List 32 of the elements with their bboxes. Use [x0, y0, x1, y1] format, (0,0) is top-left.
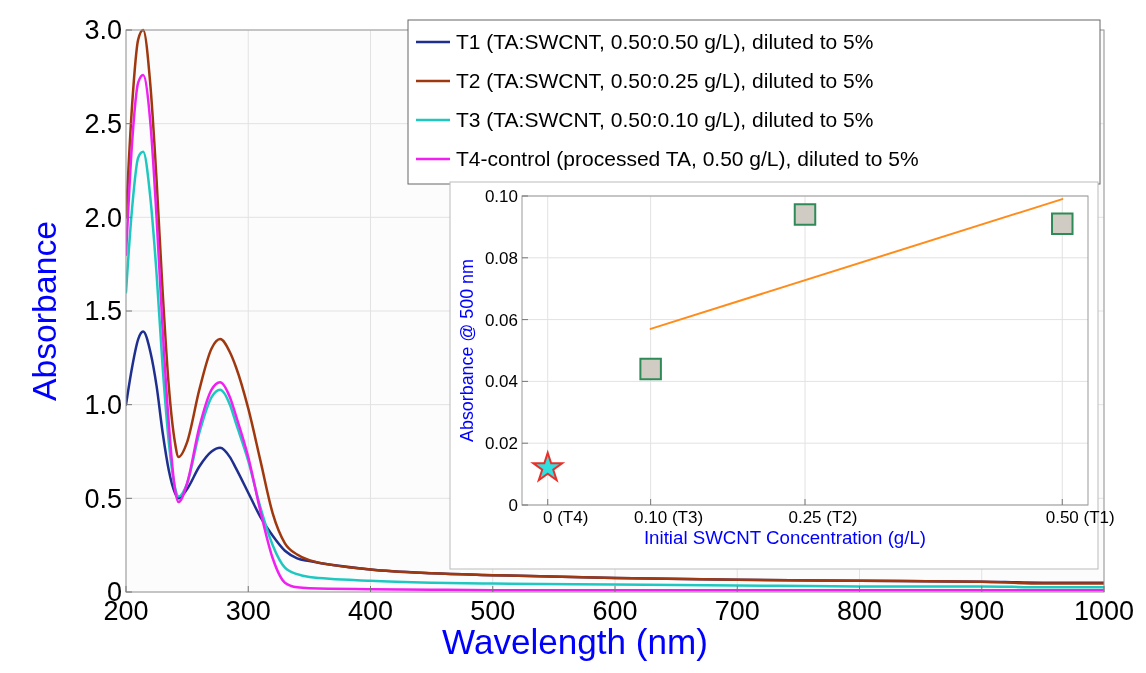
x-tick-label: 0.25: [788, 507, 822, 527]
annotation: (T2): [826, 507, 858, 527]
x-tick-label: 400: [347, 596, 394, 627]
y-axis-title: Absorbance @ 500 nm: [456, 259, 477, 442]
y-tick-label: 2.5: [84, 109, 122, 140]
x-tick-label: 700: [714, 596, 760, 627]
annotation: (T3): [671, 507, 704, 527]
y-tick-label: 0.02: [484, 434, 518, 454]
y-tick-label: 0.04: [484, 372, 518, 392]
x-tick-label: 0.10: [634, 507, 668, 527]
x-tick-label: 800: [836, 596, 883, 627]
y-tick-label: 3.0: [84, 15, 122, 46]
y-tick-label: 0.06: [484, 310, 518, 330]
x-tick-label: 300: [225, 596, 271, 627]
y-tick-label: 1.5: [84, 296, 122, 327]
annotation: (T1): [1083, 507, 1115, 527]
legend-label: T4-control (processed TA, 0.50 g/L), diluted to 5%: [456, 147, 919, 171]
x-axis-title: Initial SWCNT Concentration (g/L): [643, 527, 927, 549]
x-tick-label: 0: [542, 507, 553, 527]
y-tick-label: 0.08: [484, 248, 518, 268]
x-tick-label: 1000: [1073, 596, 1135, 627]
x-tick-label: 900: [959, 596, 1005, 627]
x-tick-label: 0.50: [1045, 507, 1079, 527]
annotation: (T4): [557, 507, 589, 527]
legend-label: T1 (TA:SWCNT, 0.50:0.50 g/L), diluted to 5%: [456, 30, 874, 54]
y-tick-label: 0.10: [484, 186, 518, 206]
legend-label: T3 (TA:SWCNT, 0.50:0.10 g/L), diluted to 5%: [456, 108, 874, 132]
legend-label: T2 (TA:SWCNT, 0.50:0.25 g/L), diluted to 5%: [456, 69, 874, 93]
y-tick-label: 1.0: [84, 390, 122, 421]
y-tick-label: 2.0: [84, 202, 122, 233]
y-axis-title: Absorbance: [24, 220, 63, 402]
y-tick-label: 0.5: [84, 483, 122, 514]
